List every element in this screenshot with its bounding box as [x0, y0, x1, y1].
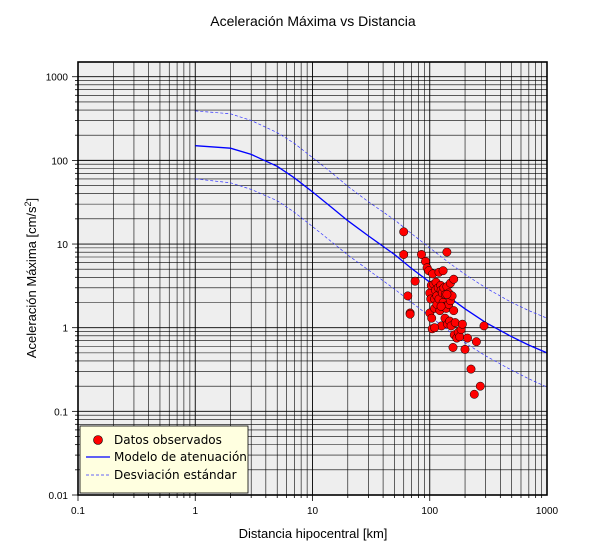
x-tick-label: 1000 [536, 506, 559, 517]
plot-frame [77, 61, 548, 496]
observed-data-point [442, 289, 452, 299]
observed-data-point [410, 276, 420, 286]
legend-label-deviation: Desviación estándar [114, 468, 237, 482]
observed-data-point [471, 337, 481, 347]
observed-data-point [430, 323, 440, 333]
legend: Datos observados Modelo de atenuación De… [79, 425, 249, 494]
observed-data-point [449, 274, 459, 284]
observed-data-point [442, 247, 452, 257]
legend-marker-observed [93, 435, 103, 445]
observed-data-point [403, 291, 413, 301]
x-tick-label: 1 [192, 506, 198, 517]
y-tick-label: 1000 [46, 73, 69, 84]
observed-data-point [469, 389, 479, 399]
observed-points [399, 227, 489, 399]
deviation-line [195, 110, 548, 319]
observed-data-point [466, 364, 476, 374]
model-lines [195, 110, 548, 388]
observed-data-point [450, 318, 460, 328]
chart-title: Aceleración Máxima vs Distancia [210, 13, 416, 29]
y-axis-label: Aceleración Máxima [cm/s2] [23, 198, 39, 358]
observed-data-point [438, 266, 448, 276]
x-axis-label: Distancia hipocentral [km] [239, 526, 388, 541]
observed-data-point [399, 250, 409, 259]
observed-data-point [460, 344, 470, 354]
observed-data-point [427, 313, 437, 323]
observed-data-point [479, 321, 489, 331]
observed-data-point [463, 333, 472, 343]
y-axis-label-end: ] [24, 198, 39, 202]
attenuation-model-line [195, 145, 548, 354]
observed-data-point [475, 381, 485, 391]
observed-data-point [436, 301, 446, 311]
y-tick-label: 1 [62, 324, 68, 335]
y-axis-label-superscript: 2 [23, 201, 33, 206]
observed-data-point [448, 343, 458, 352]
legend-box [79, 425, 249, 494]
x-tick-label: 10 [307, 506, 319, 517]
legend-label-model: Modelo de atenuación [114, 450, 247, 464]
y-tick-label: 10 [57, 240, 69, 251]
y-tick-label: 0.01 [49, 491, 69, 502]
grid-lines [77, 62, 547, 496]
y-tick-label: 100 [51, 156, 68, 167]
y-axis-label-main: Aceleración Máxima [cm/s [24, 206, 39, 358]
legend-label-observed: Datos observados [114, 433, 222, 447]
observed-data-point [405, 309, 415, 319]
observed-data-point [417, 250, 426, 259]
x-tick-label: 100 [421, 506, 438, 517]
x-tick-label: 0.1 [71, 506, 85, 517]
observed-data-point [399, 227, 409, 237]
deviation-line [195, 178, 548, 388]
observed-data-point [449, 306, 459, 316]
y-tick-label: 0.1 [54, 407, 68, 418]
observed-data-point [457, 319, 467, 329]
